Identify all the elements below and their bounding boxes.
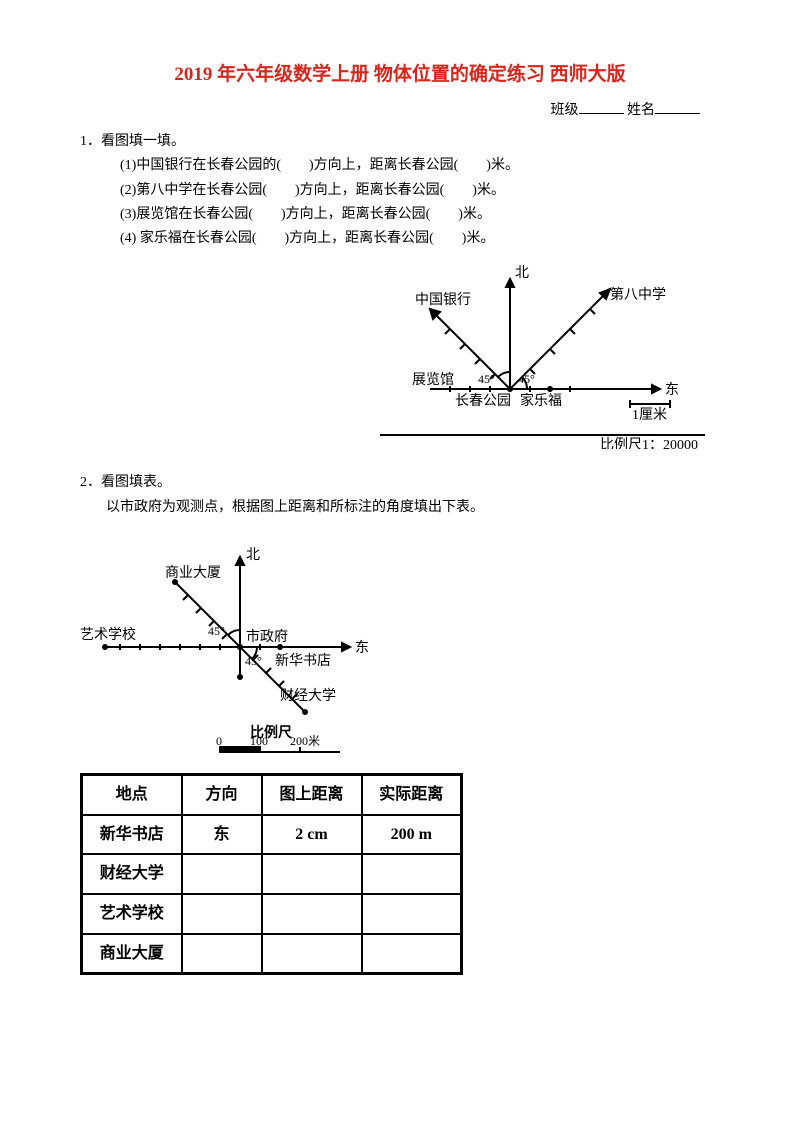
q1-diagram: 北 东 中国银行 第八中学 展览馆 长春公园 家乐福 45° 45° 1厘米 比… [360,259,720,449]
park-label: 长春公园 [455,393,511,409]
cell [362,854,462,894]
class-label: 班级 [551,103,579,118]
cell [262,894,362,934]
univ-label: 财经大学 [280,688,336,704]
cell [182,854,262,894]
east-label: 东 [665,382,679,398]
q1-item-4: (4) 家乐福在长春公园( )方向上，距离长春公园( )米。 [80,228,720,250]
th-place: 地点 [82,775,182,815]
cell [362,894,462,934]
name-label: 姓名 [627,103,655,118]
table-row: 商业大厦 [82,934,462,974]
cell: 商业大厦 [82,934,182,974]
cell: 200 m [362,815,462,855]
q2-table: 地点 方向 图上距离 实际距离 新华书店 东 2 cm 200 m 财经大学 艺… [80,773,463,975]
north2-label: 北 [246,547,260,563]
q1-item-2: (2)第八中学在长春公园( )方向上，距离长春公园( )米。 [80,180,720,202]
q2-heading: 2．看图填表。 [80,472,720,494]
name-blank [655,100,700,114]
cell: 东 [182,815,262,855]
table-row: 新华书店 东 2 cm 200 m [82,815,462,855]
book-label: 新华书店 [275,653,331,669]
angle1-label: 45° [478,372,495,386]
q2-table-wrap: 地点 方向 图上距离 实际距离 新华书店 东 2 cm 200 m 财经大学 艺… [80,773,720,975]
cell: 2 cm [262,815,362,855]
bank-label: 中国银行 [415,292,471,308]
scale-label: 比例尺1：20000 [600,437,698,449]
store-label: 家乐福 [520,392,562,409]
east2-label: 东 [355,640,369,656]
table-row: 艺术学校 [82,894,462,934]
mall-label: 商业大厦 [165,565,221,581]
cell: 财经大学 [82,854,182,894]
unit-label: 1厘米 [632,407,667,423]
scale0: 0 [216,734,222,748]
scale1: 100 [250,734,268,748]
q1-diagram-wrap: 北 东 中国银行 第八中学 展览馆 长春公园 家乐福 45° 45° 1厘米 比… [80,259,720,457]
th-realdist: 实际距离 [362,775,462,815]
q2-desc: 以市政府为观测点，根据图上距离和所标注的角度填出下表。 [80,497,720,519]
school-label: 第八中学 [610,286,666,303]
cell [262,934,362,974]
angle2-label: 45° [518,372,535,386]
hall-label: 展览馆 [412,372,454,388]
angle1b-label: 45° [208,624,225,638]
cell: 艺术学校 [82,894,182,934]
gov-label: 市政府 [246,628,288,645]
table-row: 财经大学 [82,854,462,894]
cell [182,934,262,974]
angle2b-label: 45° [245,654,262,668]
q1-item-3: (3)展览馆在长春公园( )方向上，距离长春公园( )米。 [80,204,720,226]
table-header-row: 地点 方向 图上距离 实际距离 [82,775,462,815]
class-name-line: 班级 姓名 [80,100,720,122]
th-mapdist: 图上距离 [262,775,362,815]
cell: 新华书店 [82,815,182,855]
art-label: 艺术学校 [80,626,136,643]
class-blank [579,100,624,114]
cell [362,934,462,974]
q2-diagram: 北 东 商业大厦 艺术学校 市政府 新华书店 财经大学 45° 45° 比例尺 … [80,527,420,757]
page-title: 2019 年六年级数学上册 物体位置的确定练习 西师大版 [80,60,720,90]
cell [182,894,262,934]
q2-diagram-wrap: 北 东 商业大厦 艺术学校 市政府 新华书店 财经大学 45° 45° 比例尺 … [80,527,720,765]
q1-item-1: (1)中国银行在长春公园的( )方向上，距离长春公园( )米。 [80,155,720,177]
cell [262,854,362,894]
north-label: 北 [515,265,529,281]
th-dir: 方向 [182,775,262,815]
q1-heading: 1．看图填一填。 [80,131,720,153]
scale2: 200米 [290,734,320,748]
